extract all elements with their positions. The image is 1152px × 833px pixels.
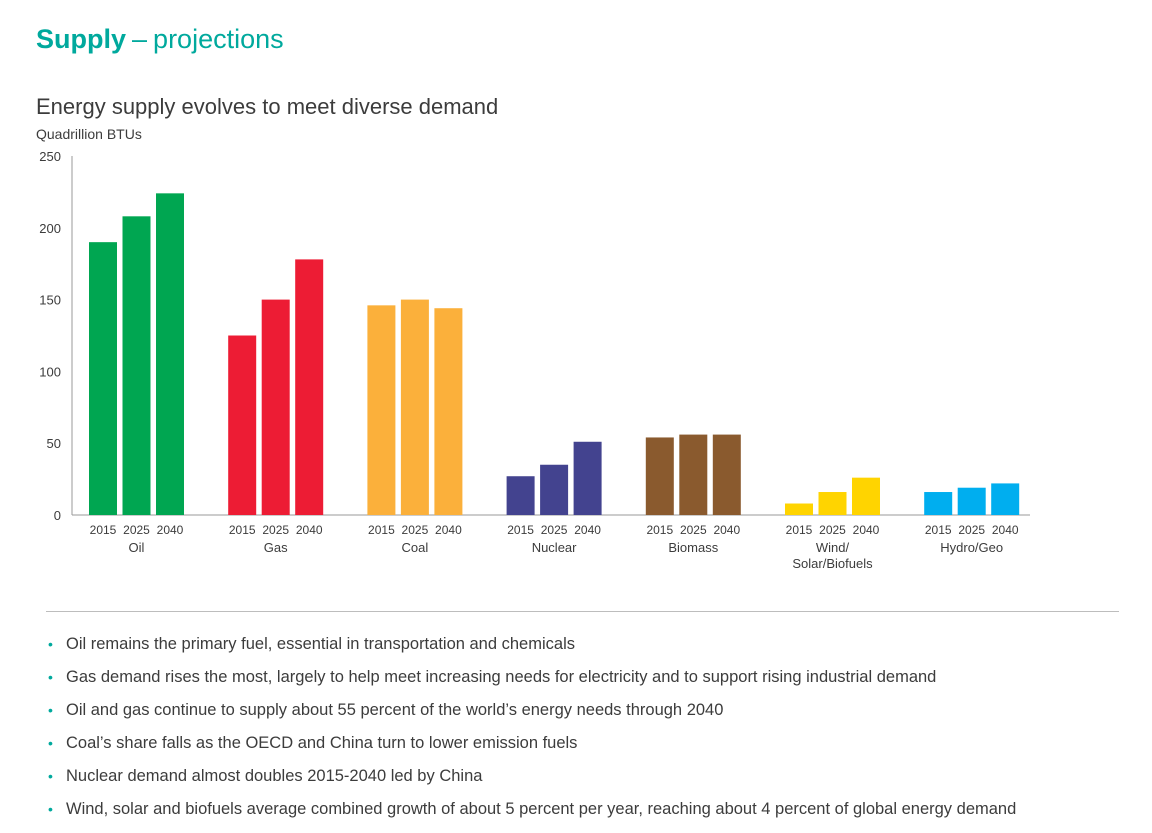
x-year-label: 2025 bbox=[958, 523, 985, 537]
bar-wind-2040 bbox=[852, 477, 880, 515]
x-year-label: 2015 bbox=[90, 523, 117, 537]
bar-biomass-2025 bbox=[679, 434, 708, 515]
bullet-dot-icon: • bbox=[48, 768, 53, 784]
bullet-dot-icon: • bbox=[48, 636, 53, 652]
bullet-item: • Oil remains the primary fuel, essential… bbox=[46, 628, 1016, 661]
bullet-text: Wind, solar and biofuels average combine… bbox=[66, 800, 1017, 818]
x-category-label: Biomass bbox=[668, 540, 718, 555]
x-year-label: 2040 bbox=[435, 523, 462, 537]
bullet-dot-icon: • bbox=[48, 735, 53, 751]
x-year-label: 2040 bbox=[853, 523, 880, 537]
bar-gas-2025 bbox=[261, 299, 290, 515]
bar-biomass-2015 bbox=[645, 437, 674, 515]
x-year-label: 2015 bbox=[368, 523, 395, 537]
bar-hydro-2040 bbox=[991, 483, 1020, 515]
y-tick-label: 0 bbox=[54, 508, 61, 523]
x-year-label: 2040 bbox=[713, 523, 740, 537]
bar-hydro-2015 bbox=[924, 492, 953, 515]
x-year-label: 2040 bbox=[296, 523, 323, 537]
bar-oil-2040 bbox=[156, 193, 184, 515]
bar-biomass-2040 bbox=[712, 434, 741, 515]
bullet-text: Gas demand rises the most, largely to he… bbox=[66, 668, 937, 686]
x-category-label: Nuclear bbox=[532, 540, 577, 555]
x-year-label: 2040 bbox=[992, 523, 1019, 537]
x-year-label: 2040 bbox=[574, 523, 601, 537]
x-category-label: Coal bbox=[402, 540, 429, 555]
bullet-item: • Wind, solar and biofuels average combin… bbox=[46, 793, 1016, 826]
bullet-dot-icon: • bbox=[48, 669, 53, 685]
section-divider bbox=[46, 611, 1119, 612]
x-year-label: 2015 bbox=[786, 523, 813, 537]
bullet-dot-icon: • bbox=[48, 801, 53, 817]
x-category-label: Hydro/Geo bbox=[940, 540, 1003, 555]
page-title-rest: projections bbox=[153, 24, 284, 54]
bar-oil-2015 bbox=[89, 242, 117, 515]
bullet-list: • Oil remains the primary fuel, essential… bbox=[46, 628, 1016, 826]
chart-title: Energy supply evolves to meet diverse de… bbox=[36, 94, 499, 119]
x-category-label: Solar/Biofuels bbox=[792, 556, 873, 571]
x-year-label: 2025 bbox=[680, 523, 707, 537]
x-year-label: 2025 bbox=[402, 523, 429, 537]
bullet-item: • Oil and gas continue to supply about 55… bbox=[46, 694, 1016, 727]
x-year-label: 2025 bbox=[541, 523, 568, 537]
y-tick-label: 150 bbox=[39, 293, 61, 308]
x-year-label: 2025 bbox=[819, 523, 846, 537]
y-tick-label: 100 bbox=[39, 364, 61, 379]
x-category-label: Gas bbox=[264, 540, 288, 555]
page-title-bold: Supply bbox=[36, 24, 127, 54]
page-title-separator: – bbox=[132, 24, 148, 54]
bar-hydro-2025 bbox=[957, 487, 986, 515]
bullet-text: Oil and gas continue to supply about 55 … bbox=[66, 701, 724, 719]
bar-gas-2015 bbox=[228, 335, 257, 515]
bullet-text: Coal’s share falls as the OECD and China… bbox=[66, 734, 578, 752]
bullet-dot-icon: • bbox=[48, 702, 53, 718]
bar-coal-2025 bbox=[400, 299, 429, 515]
bar-chart: 0 50 100 150 200 250 2015 2025 2040 Oil 2015 2025 20… bbox=[39, 149, 1030, 571]
bar-wind-2025 bbox=[818, 492, 847, 515]
page-title: Supply – projections bbox=[36, 24, 284, 55]
x-year-label: 2040 bbox=[157, 523, 184, 537]
bar-coal-2015 bbox=[367, 305, 396, 515]
bar-wind-2015 bbox=[785, 503, 813, 515]
x-year-label: 2015 bbox=[229, 523, 256, 537]
y-tick-label: 50 bbox=[47, 436, 61, 451]
bullet-text: Oil remains the primary fuel, essential … bbox=[66, 635, 575, 653]
x-year-label: 2015 bbox=[646, 523, 673, 537]
x-year-label: 2025 bbox=[123, 523, 150, 537]
chart-unit-label: Quadrillion BTUs bbox=[36, 126, 142, 142]
x-year-label: 2015 bbox=[925, 523, 952, 537]
x-category-label: Wind/ bbox=[816, 540, 850, 555]
y-tick-label: 250 bbox=[39, 149, 61, 164]
bullet-item: • Gas demand rises the most, largely to h… bbox=[46, 661, 1016, 694]
bullet-item: • Coal’s share falls as the OECD and Chin… bbox=[46, 727, 1016, 760]
bar-nuclear-2025 bbox=[540, 464, 569, 515]
y-tick-label: 200 bbox=[39, 221, 61, 236]
bar-oil-2025 bbox=[122, 216, 151, 515]
bar-gas-2040 bbox=[295, 259, 324, 515]
x-category-label: Oil bbox=[129, 540, 145, 555]
bar-nuclear-2015 bbox=[506, 476, 535, 515]
x-year-label: 2025 bbox=[262, 523, 289, 537]
bar-nuclear-2040 bbox=[573, 441, 602, 515]
bar-coal-2040 bbox=[434, 308, 463, 515]
bullet-text: Nuclear demand almost doubles 2015-2040 … bbox=[66, 767, 483, 785]
bullet-item: • Nuclear demand almost doubles 2015-2040… bbox=[46, 760, 1016, 793]
x-year-label: 2015 bbox=[507, 523, 534, 537]
